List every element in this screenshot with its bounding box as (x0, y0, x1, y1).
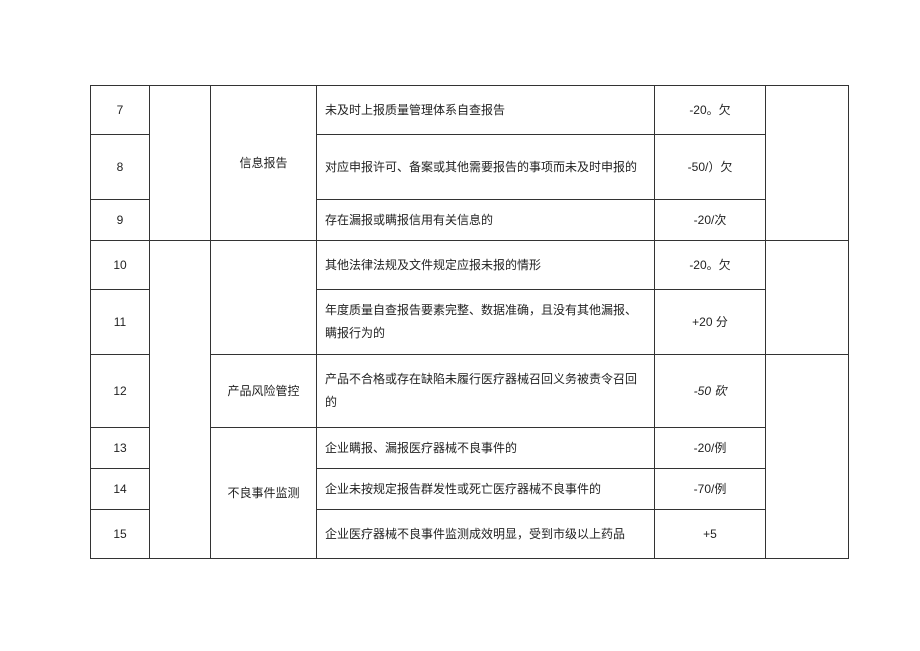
desc-cell: 对应申报许可、备案或其他需要报告的事项而未及时申报的 (317, 135, 655, 200)
category-cell: 不良事件监测 (211, 428, 317, 559)
desc-cell: 未及时上报质量管理体系自查报告 (317, 86, 655, 135)
tail-cell (766, 355, 849, 559)
score-cell: -50 砍 (655, 355, 766, 428)
idx-cell: 12 (91, 355, 150, 428)
idx-cell: 7 (91, 86, 150, 135)
table-row: 10 其他法律法规及文件规定应报未报的情形 -20。欠 (91, 241, 849, 290)
desc-cell: 企业医疗器械不良事件监测成效明显，受到市级以上药品 (317, 510, 655, 559)
table-row: 7 信息报告 未及时上报质量管理体系自查报告 -20。欠 (91, 86, 849, 135)
desc-cell: 企业未按规定报告群发性或死亡医疗器械不良事件的 (317, 469, 655, 510)
blank-cell (150, 241, 211, 559)
blank-cell (150, 86, 211, 241)
score-cell: -50/）欠 (655, 135, 766, 200)
category-cell: 信息报告 (211, 86, 317, 241)
score-cell: -20。欠 (655, 86, 766, 135)
desc-cell: 产品不合格或存在缺陷未履行医疗器械召回义务被责令召回的 (317, 355, 655, 428)
desc-cell: 其他法律法规及文件规定应报未报的情形 (317, 241, 655, 290)
idx-cell: 14 (91, 469, 150, 510)
desc-cell: 存在漏报或瞒报信用有关信息的 (317, 200, 655, 241)
desc-cell: 年度质量自查报告要素完整、数据准确，且没有其他漏报、瞒报行为的 (317, 290, 655, 355)
idx-cell: 13 (91, 428, 150, 469)
score-cell: -20/例 (655, 428, 766, 469)
score-cell: -20/次 (655, 200, 766, 241)
tail-cell (766, 86, 849, 241)
idx-cell: 10 (91, 241, 150, 290)
tail-cell (766, 241, 849, 355)
category-cell (211, 241, 317, 355)
scoring-table: 7 信息报告 未及时上报质量管理体系自查报告 -20。欠 8 对应申报许可、备案… (90, 85, 849, 559)
idx-cell: 11 (91, 290, 150, 355)
score-cell: +5 (655, 510, 766, 559)
score-cell: -20。欠 (655, 241, 766, 290)
idx-cell: 8 (91, 135, 150, 200)
idx-cell: 9 (91, 200, 150, 241)
category-cell: 产品风险管控 (211, 355, 317, 428)
idx-cell: 15 (91, 510, 150, 559)
score-cell: +20 分 (655, 290, 766, 355)
desc-cell: 企业瞒报、漏报医疗器械不良事件的 (317, 428, 655, 469)
score-cell: -70/例 (655, 469, 766, 510)
